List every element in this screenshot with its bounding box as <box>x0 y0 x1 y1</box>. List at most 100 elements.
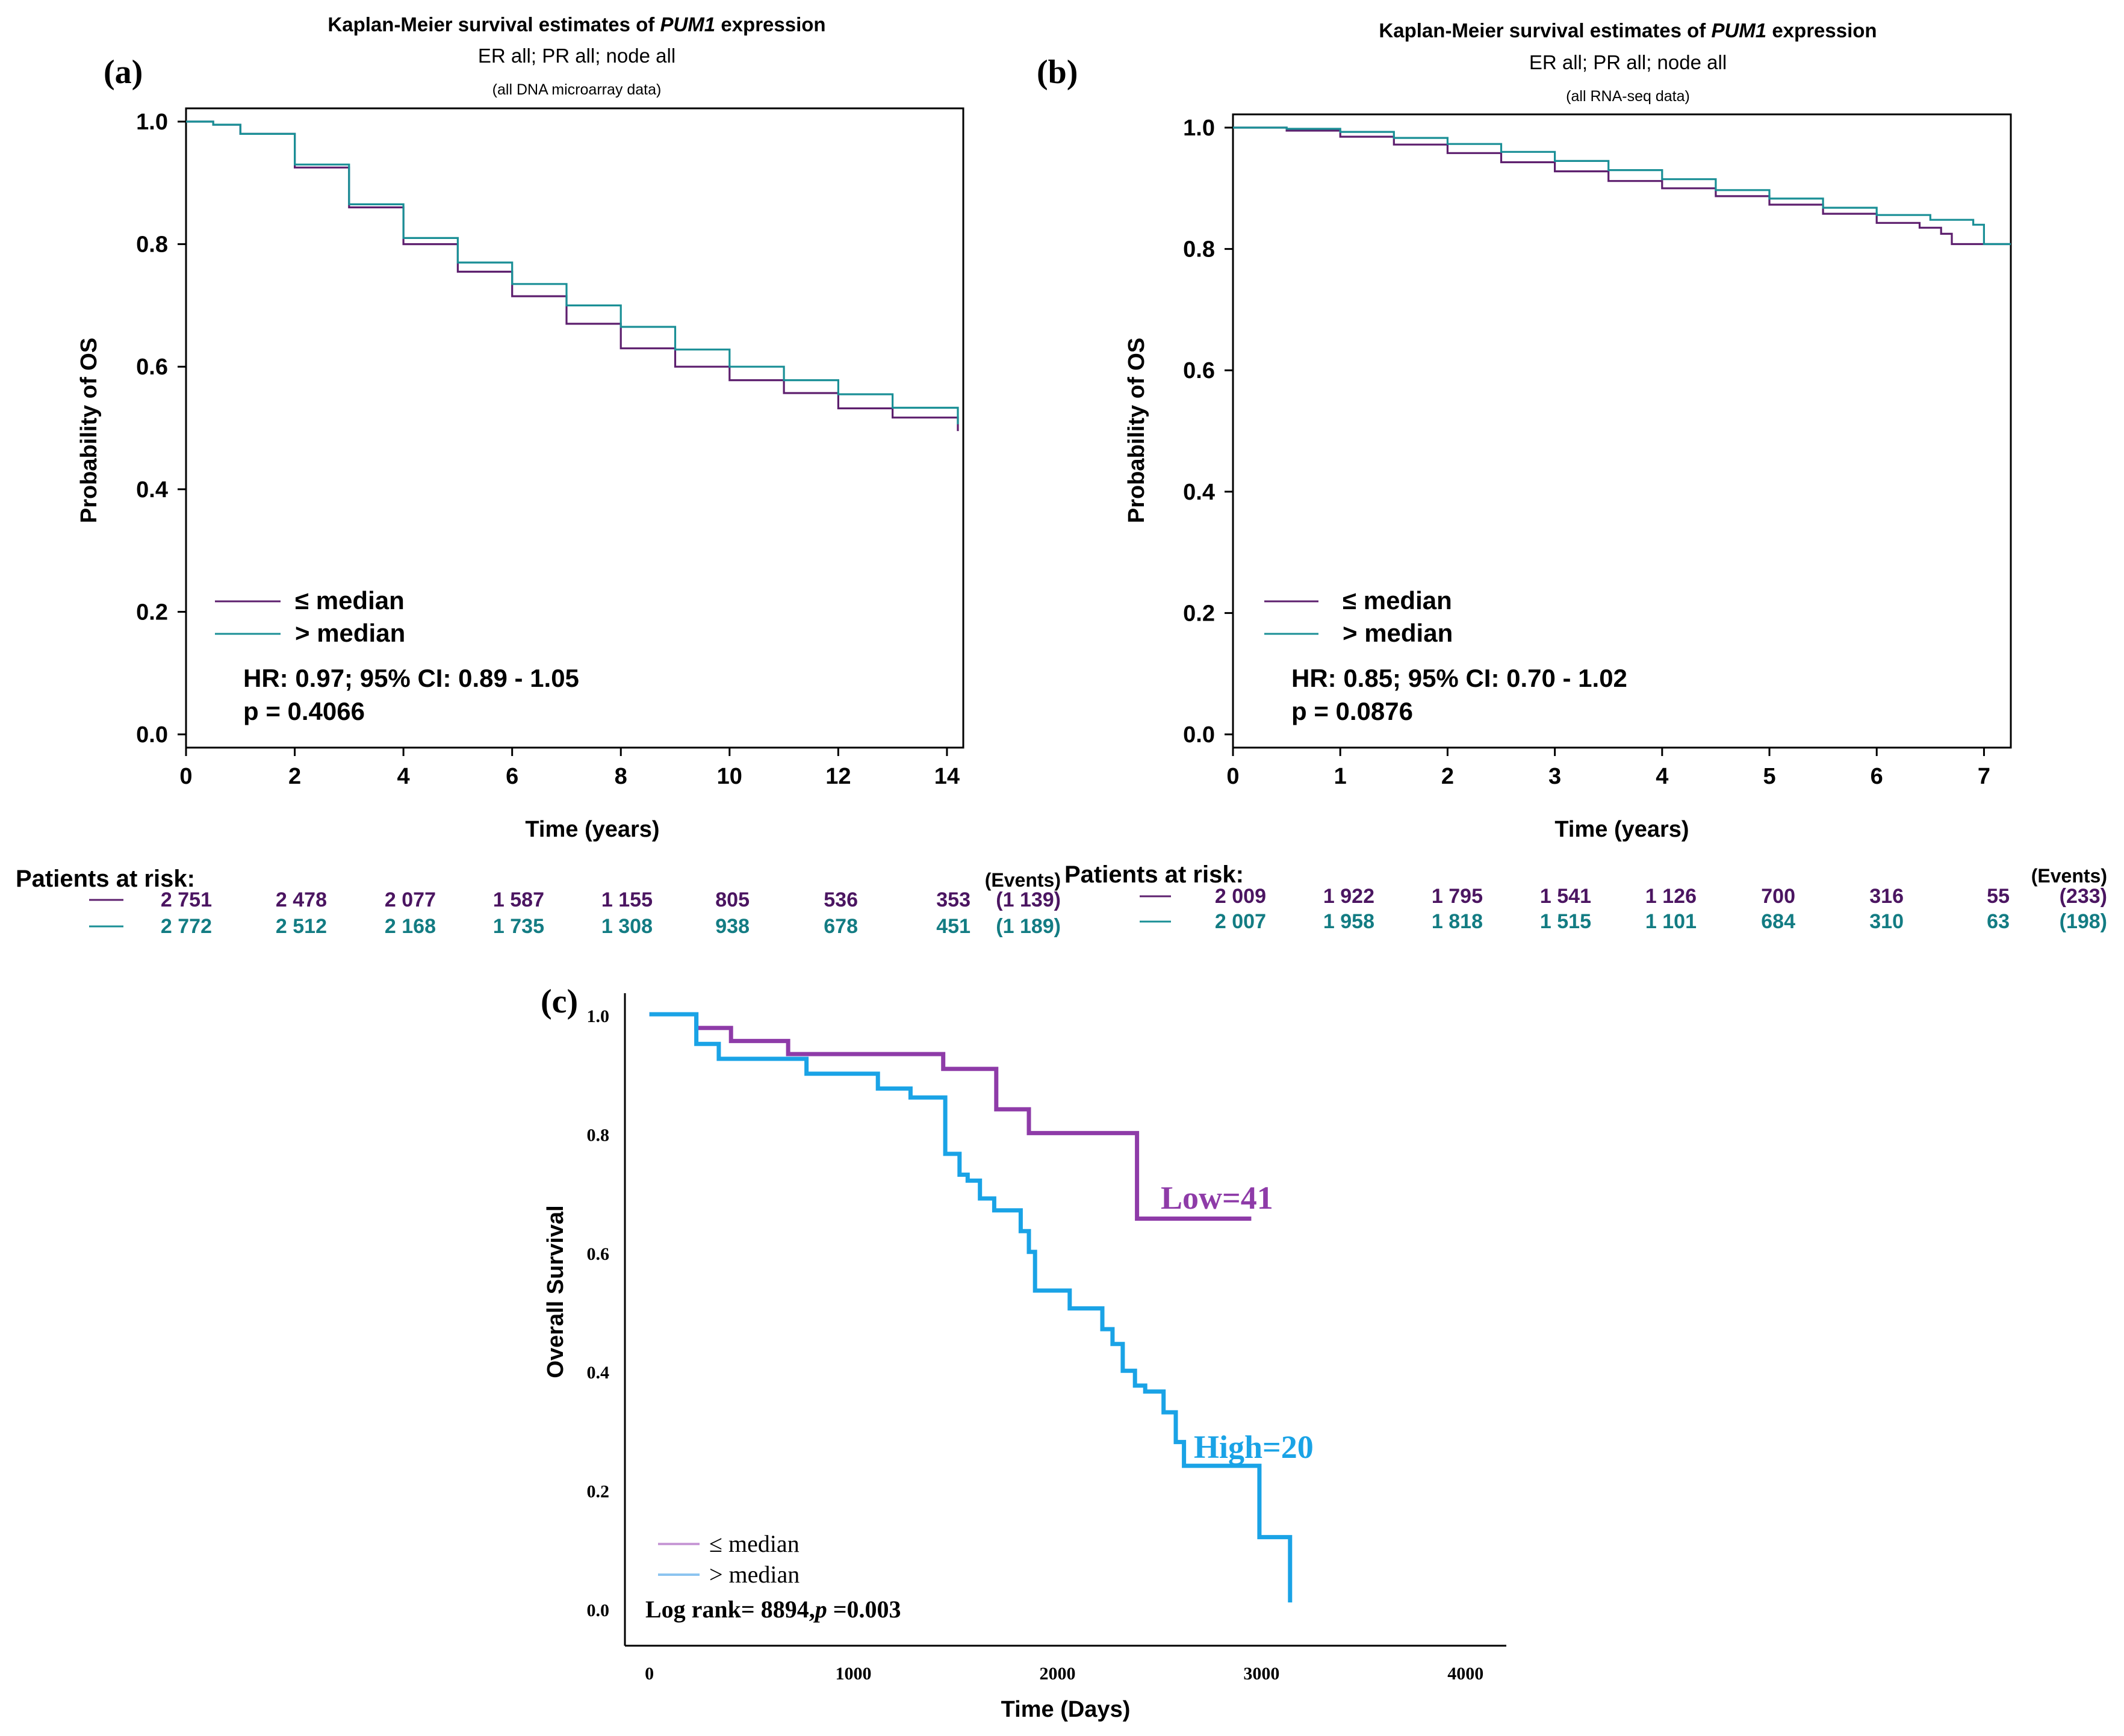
legend-label-low-b: ≤ median <box>1343 586 1452 615</box>
risk-count: 2 168 <box>385 915 436 938</box>
axes-a: 0 2 4 6 8 10 12 14 0.0 0.2 0.4 0.6 0.8 1.0 <box>136 110 960 789</box>
y-tick-label: 1.0 <box>136 110 168 135</box>
km-curve-low <box>649 1012 1252 1221</box>
risk-count: 678 <box>824 915 858 938</box>
risk-header-a: Patients at risk: <box>16 866 195 892</box>
risk-events: (1 139) <box>996 888 1061 911</box>
y-tick-label: 0.2 <box>587 1482 610 1502</box>
risk-count: 1 126 <box>1645 885 1697 908</box>
risk-count: 1 795 <box>1432 885 1483 908</box>
x-tick-label: 1 <box>1334 764 1347 789</box>
x-tick-label: 2 <box>1441 764 1454 789</box>
panel-a: (a) Kaplan-Meier survival estimates of P… <box>16 13 1061 938</box>
y-tick-label: 0.2 <box>1183 601 1215 626</box>
p-text-a: p = 0.4066 <box>243 697 365 725</box>
risk-table-b: 2 009 1 922 1 795 1 541 1 126 700 316 55 (233) 2 … <box>1140 885 2107 933</box>
km-curve-high <box>186 120 959 424</box>
x-tick-label: 6 <box>1871 764 1883 789</box>
x-tick-label: 2 <box>288 764 301 789</box>
risk-count: 2 009 <box>1215 885 1266 908</box>
hr-text-b: HR: 0.85; 95% CI: 0.70 - 1.02 <box>1291 664 1627 692</box>
y-tick-label: 0.6 <box>1183 358 1215 383</box>
km-curve-high <box>649 1012 1293 1603</box>
legend-label-low-a: ≤ median <box>295 586 405 615</box>
legend-label-high-c: > median <box>709 1561 800 1588</box>
panel-label-c: (c) <box>541 983 578 1020</box>
y-tick-label: 0.8 <box>1183 237 1215 262</box>
risk-count: 2 478 <box>276 888 327 911</box>
risk-count: 2 077 <box>385 888 436 911</box>
y-tick-label: 0.6 <box>136 355 168 380</box>
y-tick-label: 0.2 <box>136 600 168 625</box>
panel-c: (c) 0 1000 2000 3000 40000.00.20.40.60.81.0 … <box>541 983 1506 1722</box>
y-tick-label: 0.0 <box>1183 722 1215 748</box>
km-curve-high <box>1233 126 2011 246</box>
ylabel-c: Overall Survival <box>543 1205 568 1378</box>
x-tick-label: 7 <box>1978 764 1990 789</box>
y-tick-label: 0.4 <box>587 1363 610 1383</box>
y-tick-label: 0.6 <box>587 1244 610 1264</box>
x-tick-label: 14 <box>934 764 960 789</box>
y-tick-label: 0.0 <box>136 722 168 748</box>
risk-count: 684 <box>1761 910 1795 933</box>
x-tick-label: 4 <box>397 764 410 789</box>
x-tick-label: 12 <box>825 764 851 789</box>
risk-count: 2 007 <box>1215 910 1266 933</box>
legend-label-low-c: ≤ median <box>709 1530 800 1557</box>
x-tick-label: 0 <box>179 764 192 789</box>
p-text-b: p = 0.0876 <box>1291 697 1413 725</box>
y-tick-label: 1.0 <box>587 1006 610 1026</box>
ylabel-a: Probability of OS <box>76 338 102 523</box>
risk-count: 451 <box>936 915 970 938</box>
risk-count: 316 <box>1869 885 1904 908</box>
risk-count: 1 515 <box>1540 910 1591 933</box>
panel-label-b: (b) <box>1037 54 1078 91</box>
risk-count: 1 958 <box>1323 910 1374 933</box>
risk-table-a: 2 751 2 478 2 077 1 587 1 155 805 536 353 (1 139… <box>89 888 1061 938</box>
risk-count: 55 <box>1987 885 2010 908</box>
risk-count: 1 735 <box>493 915 544 938</box>
panel-b: (b) Kaplan-Meier survival estimates of P… <box>1037 19 2107 933</box>
x-tick-label: 8 <box>615 764 627 789</box>
axes-c: 0 1000 2000 3000 4000 0.0 0.2 0.4 0.6 0.8 1.0 <box>587 1006 1484 1684</box>
xlabel-b: Time (years) <box>1554 817 1689 842</box>
y-tick-label: 0.4 <box>136 477 168 503</box>
x-tick-label: 5 <box>1763 764 1775 789</box>
risk-count: 1 308 <box>601 915 653 938</box>
x-tick-label: 0 <box>645 1664 654 1684</box>
risk-header-b: Patients at risk: <box>1064 861 1244 888</box>
km-curve-low <box>186 120 959 432</box>
legend-label-high-b: > median <box>1343 619 1453 647</box>
legend-label-high-a: > median <box>295 619 405 647</box>
plot-frame-b <box>1232 113 2012 749</box>
curves-c <box>649 1012 1293 1603</box>
risk-count: 2 772 <box>161 915 212 938</box>
risk-count: 310 <box>1869 910 1904 933</box>
y-tick-label: 0.8 <box>136 232 168 258</box>
x-tick-label: 1000 <box>836 1664 872 1684</box>
events-label-a: (Events) <box>985 869 1061 891</box>
panel-label-a: (a) <box>104 54 143 91</box>
risk-events: (233) <box>2060 885 2107 908</box>
risk-events: (198) <box>2060 910 2107 933</box>
risk-count: 1 155 <box>601 888 653 911</box>
axes-b: 0 1 2 3 4 5 6 7 0.0 0.2 0.4 0.6 0.8 1.0 <box>1183 116 1990 789</box>
risk-count: 2 751 <box>161 888 212 911</box>
plot-frame-a <box>185 107 964 749</box>
logrank-text-c: Log rank= 8894,p =0.003 <box>645 1596 901 1623</box>
series-label-high-c: High=20 <box>1194 1429 1314 1465</box>
risk-count: 353 <box>936 888 970 911</box>
risk-count: 1 101 <box>1645 910 1697 933</box>
curves-a <box>186 120 959 432</box>
subtitle-a: ER all; PR all; node all <box>478 45 675 67</box>
km-curve-low <box>1233 126 2011 246</box>
title-b: Kaplan-Meier survival estimates of PUM1 … <box>1379 19 1877 42</box>
risk-count: 63 <box>1987 910 2010 933</box>
x-tick-label: 3000 <box>1243 1664 1279 1684</box>
x-tick-label: 2000 <box>1039 1664 1075 1684</box>
x-tick-label: 4 <box>1656 764 1668 789</box>
y-tick-label: 0.8 <box>587 1125 610 1145</box>
risk-count: 1 922 <box>1323 885 1374 908</box>
xlabel-c: Time (Days) <box>1001 1697 1131 1722</box>
